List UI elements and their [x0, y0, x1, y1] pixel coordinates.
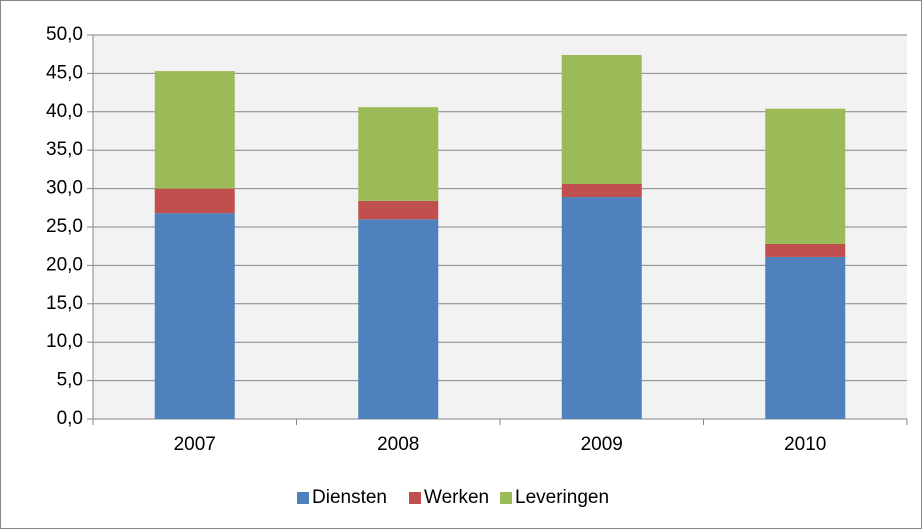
y-tick-label: 5,0 — [57, 370, 83, 391]
y-tick-label: 10,0 — [46, 331, 83, 352]
x-tick-label: 2008 — [377, 434, 419, 455]
y-tick-label: 40,0 — [46, 101, 83, 122]
x-tick-label: 2010 — [784, 434, 826, 455]
y-tick-label: 45,0 — [46, 62, 83, 83]
y-tick-label: 35,0 — [46, 139, 83, 160]
bar-segment — [765, 243, 846, 257]
bar-segment — [358, 107, 439, 201]
bar-segment — [358, 200, 439, 220]
legend-swatch — [500, 492, 512, 504]
bar-segment — [358, 219, 439, 419]
bar-segment — [765, 108, 846, 244]
y-tick-label: 0,0 — [57, 408, 83, 429]
x-tick-label: 2009 — [581, 434, 623, 455]
bar-segment — [154, 71, 235, 189]
bar-segment — [561, 54, 642, 184]
bar-segment — [765, 256, 846, 419]
legend-label: Leveringen — [515, 487, 609, 508]
y-tick-label: 30,0 — [46, 178, 83, 199]
legend-swatch — [297, 492, 309, 504]
y-tick-label: 20,0 — [46, 254, 83, 275]
y-tick-label: 50,0 — [46, 24, 83, 45]
x-tick-label: 2007 — [174, 434, 216, 455]
legend-label: Werken — [424, 487, 489, 508]
bar-segment — [154, 213, 235, 419]
bar-segment — [154, 188, 235, 214]
y-tick-label: 15,0 — [46, 293, 83, 314]
bar-segment — [561, 197, 642, 419]
y-tick-label: 25,0 — [46, 216, 83, 237]
bar-segment — [561, 183, 642, 198]
legend-label: Diensten — [312, 487, 387, 508]
legend-swatch — [409, 492, 421, 504]
